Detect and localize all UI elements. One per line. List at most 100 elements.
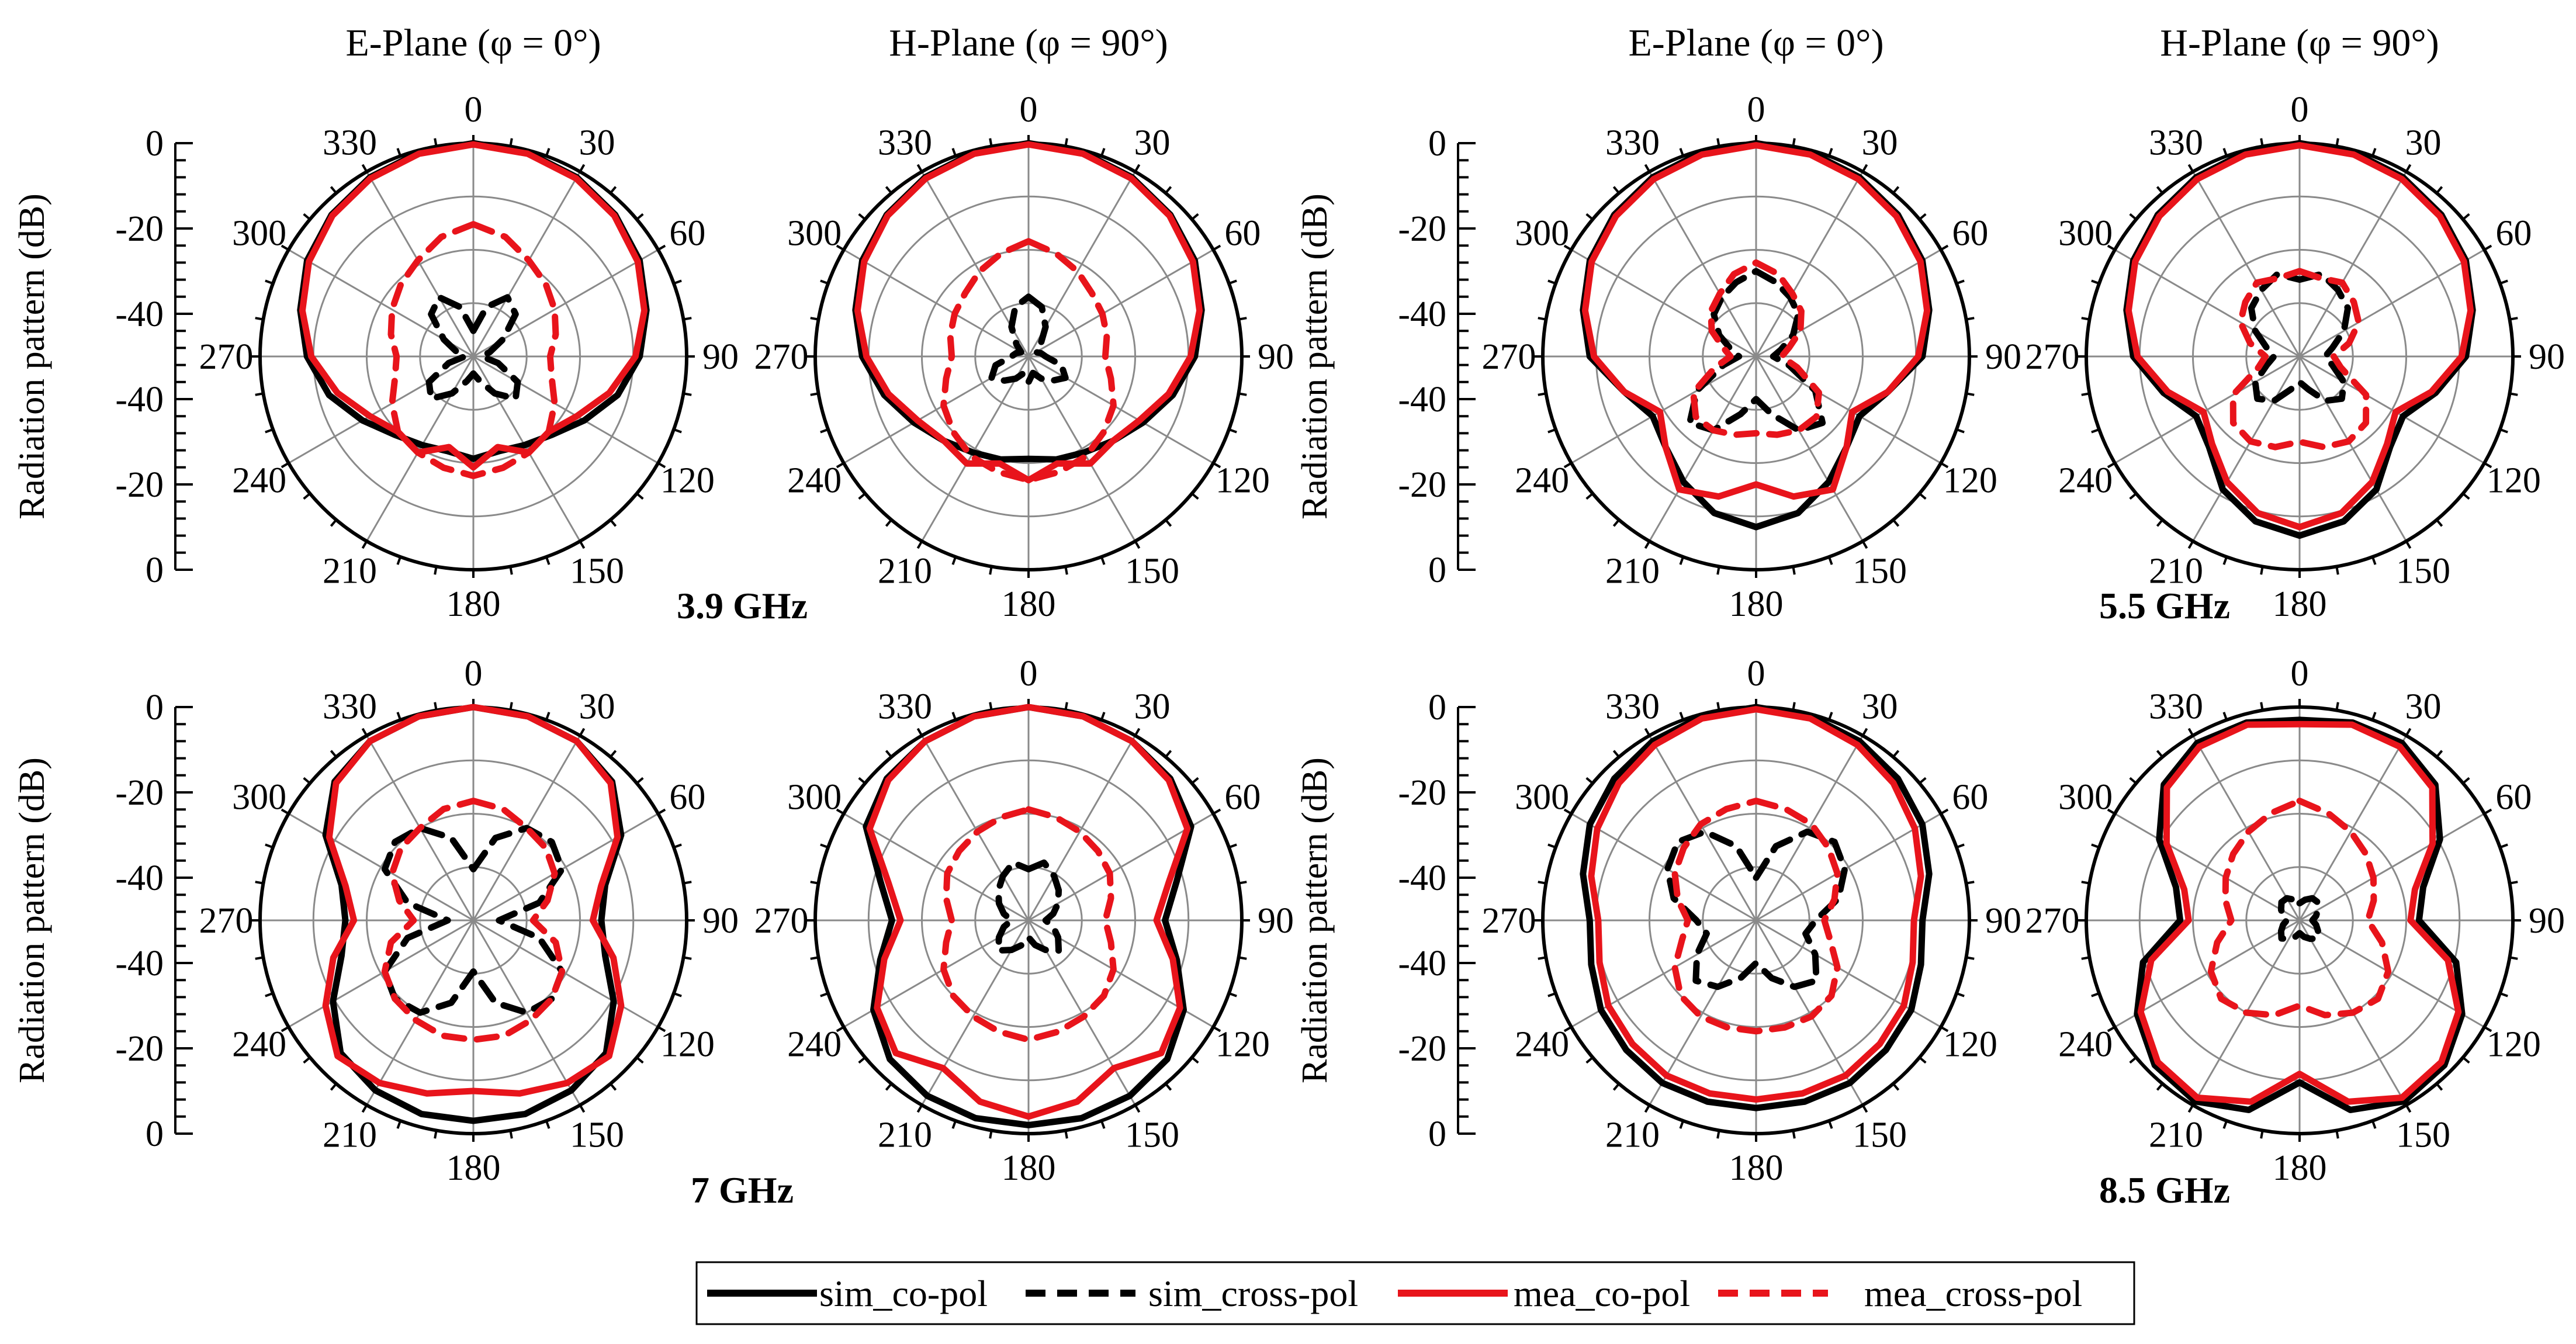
polar-spoke — [1028, 355, 1214, 464]
polar-angle-tick — [265, 428, 273, 434]
polar-angle-tick — [255, 956, 264, 960]
polar-angle-tick — [1585, 777, 1594, 784]
series-mea-cross-g0-e — [387, 221, 559, 479]
polar-angle-tick — [1165, 750, 1172, 758]
polar-angle-tick — [1100, 148, 1106, 157]
polar-angle-label: 270 — [199, 901, 254, 941]
polar-panel-g1-h: 0 30 60 90 120 150 180 210 240 270 300 330 H-Plane (… — [2026, 22, 2565, 624]
polar-angle-tick — [2484, 808, 2492, 815]
polar-angle-tick — [2107, 462, 2115, 469]
polar-angle-tick — [673, 992, 682, 997]
series-mea-co-g1-h — [2125, 142, 2474, 531]
series-mea-cross-g3-e — [1671, 798, 1841, 1035]
polar-angle-tick — [1064, 702, 1068, 711]
legend-label-mea-cross: mea_cross-pol — [1864, 1273, 2082, 1314]
polar-angle-tick — [657, 1026, 666, 1033]
radial-tick-label: -40 — [1398, 295, 1446, 334]
polar-angle-tick — [1612, 750, 1620, 758]
polar-angle-tick — [509, 1130, 513, 1139]
polar-angle-label: 90 — [2529, 901, 2565, 941]
polar-angle-label: 120 — [660, 1025, 715, 1065]
polar-angle-tick — [2187, 728, 2194, 736]
polar-angle-label: 270 — [754, 337, 809, 377]
polar-angle-label: 60 — [1952, 214, 1988, 254]
freq-label-8-5: 8.5 GHz — [2099, 1169, 2230, 1211]
polar-angle-label: 210 — [1605, 551, 1660, 591]
polar-angle-tick — [916, 541, 923, 549]
polar-angle-tick — [1892, 1083, 1900, 1091]
polar-panel-g3-e: 0 30 60 90 120 150 180 210 240 270 300 330 — [1482, 654, 2022, 1188]
polar-angle-tick — [989, 566, 993, 575]
radial-axis-title: Radiation pattern (dB) — [12, 193, 52, 519]
series-mea-co-g3-e — [1588, 706, 1924, 1103]
polar-angle-tick — [1064, 1130, 1068, 1139]
polar-angle-label: 90 — [1258, 901, 1294, 941]
polar-angle-tick — [1919, 777, 1927, 784]
polar-angle-label: 0 — [465, 654, 483, 694]
polar-angle-tick — [1585, 493, 1594, 500]
polar-angle-label: 60 — [1224, 778, 1261, 818]
polar-angle-label: 60 — [669, 214, 705, 254]
polar-angle-tick — [2499, 279, 2508, 285]
polar-angle-label: 90 — [702, 901, 739, 941]
polar-angle-tick — [989, 138, 993, 147]
polar-angle-label: 120 — [2487, 1025, 2541, 1065]
polar-angle-tick — [2462, 1057, 2470, 1064]
polar-angle-tick — [1100, 712, 1106, 721]
polar-spoke — [2114, 249, 2300, 358]
polar-angle-tick — [1563, 244, 1572, 251]
polar-angle-tick — [1892, 750, 1900, 758]
polar-angle-tick — [2081, 881, 2090, 885]
polar-angle-tick — [885, 519, 892, 527]
radial-tick-label: -20 — [115, 465, 164, 505]
polar-spoke — [2192, 171, 2301, 357]
polar-spoke — [1571, 249, 1757, 358]
polar-angle-tick — [2222, 712, 2228, 721]
polar-angle-label: 180 — [2273, 584, 2327, 624]
legend: sim_co-pol sim_cross-pol mea_co-pol mea_… — [695, 1261, 2135, 1325]
polar-angle-tick — [836, 1026, 844, 1033]
polar-angle-tick — [2187, 541, 2194, 549]
polar-angle-tick — [1191, 213, 1199, 220]
series-mea-co-g1-e — [1581, 142, 1931, 500]
series-mea-co-g2-h — [866, 704, 1191, 1120]
series-sim-co-g3-h — [2134, 716, 2466, 1113]
polar-angle-tick — [916, 1104, 923, 1113]
radial-tick-label: -20 — [115, 209, 164, 249]
polar-spoke — [921, 356, 1030, 542]
polar-angle-tick — [281, 808, 289, 815]
radial-tick-label: -40 — [1398, 858, 1446, 898]
polar-angle-tick — [2335, 138, 2339, 147]
polar-angle-tick — [2335, 1130, 2339, 1139]
polar-angle-label: 330 — [878, 123, 932, 163]
polar-angle-label: 0 — [1747, 654, 1765, 694]
polar-angle-tick — [1679, 712, 1685, 721]
polar-angle-tick — [1134, 164, 1141, 172]
series-mea-co-g2-e — [322, 704, 625, 1097]
radial-axis-title: Radiation pattern (dB) — [1295, 193, 1335, 519]
polar-angle-tick — [836, 808, 844, 815]
polar-angle-tick — [2222, 1120, 2228, 1129]
polar-angle-label: 90 — [1985, 337, 2021, 377]
polar-angle-tick — [1191, 777, 1199, 784]
plane-title-g1-e: E-Plane (φ = 0°) — [1628, 22, 1883, 64]
polar-angle-tick — [1919, 213, 1927, 220]
polar-angle-tick — [303, 1057, 311, 1064]
polar-spoke — [843, 355, 1029, 464]
polar-spoke — [2192, 356, 2301, 542]
polar-angle-tick — [1213, 244, 1221, 251]
polar-angle-tick — [2462, 213, 2470, 220]
polar-angle-tick — [1966, 881, 1975, 885]
polar-angle-label: 120 — [1943, 1025, 1997, 1065]
polar-angle-tick — [2081, 317, 2090, 321]
series-mea-cross-g3-h — [2207, 798, 2392, 1019]
polar-spoke — [921, 735, 1030, 921]
polar-angle-label: 90 — [1258, 337, 1294, 377]
polar-angle-tick — [2335, 566, 2339, 575]
radial-axis-title: Radiation pattern (dB) — [12, 757, 52, 1083]
polar-angle-tick — [303, 493, 311, 500]
polar-angle-tick — [1956, 992, 1965, 997]
radial-tick-label: 0 — [1428, 124, 1446, 164]
polar-angle-tick — [1716, 1130, 1720, 1139]
polar-angle-tick — [1228, 279, 1237, 285]
